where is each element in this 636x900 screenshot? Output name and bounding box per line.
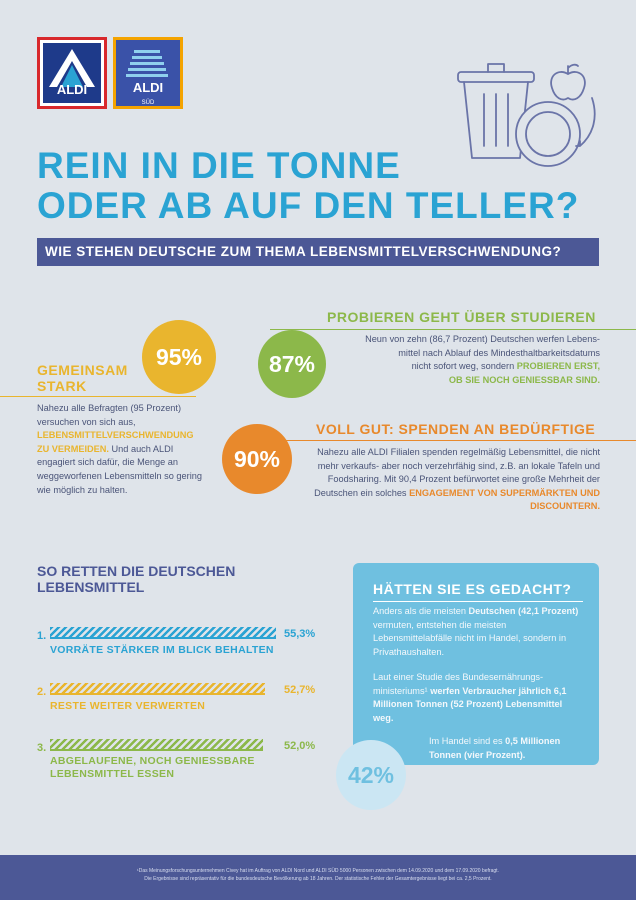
- spenden-divider: [230, 440, 636, 441]
- gemeinsam-highlight: LEBENSMITTELVERSCHWENDUNG ZU VERMEIDEN.: [37, 430, 194, 454]
- footer-note: ¹Das Meinungsforschungsunternehmen Civey…: [0, 855, 636, 900]
- stat-number: 1.: [37, 630, 47, 642]
- stat-label-line1: VORRÄTE STÄRKER IM BLICK BEHALTEN: [50, 644, 274, 656]
- studieren-text-line1: Neun von zehn (86,7 Prozent) Deutschen w…: [365, 334, 600, 344]
- stat-label: ABGELAUFENE, NOCH GENIESSBARE LEBENSMITT…: [50, 755, 255, 781]
- stat-bar: [50, 627, 276, 639]
- studieren-text-line3: nicht sofort weg, sondern: [411, 361, 515, 372]
- spenden-heading: VOLL GUT: SPENDEN AN BEDÜRFTIGE: [316, 421, 596, 437]
- gemeinsam-percent-circle: 95%: [142, 320, 216, 394]
- studieren-text-line2: mittel nach Ablauf des Mindesthaltbarkei…: [398, 347, 600, 358]
- stat-bar: [50, 683, 265, 695]
- stat-percent: 52,7%: [284, 684, 316, 696]
- info-box-p1-pre: Anders als die meisten: [373, 606, 466, 616]
- info-box-percent-circle: 42%: [336, 740, 406, 810]
- gemeinsam-text2: Und auch ALDI engagiert sich dafür, die …: [37, 443, 202, 495]
- info-box-p3-pre: Im Handel sind es: [429, 736, 503, 746]
- stat-label: RESTE WEITER VERWERTEN: [50, 700, 205, 713]
- aldi-nord-logo-text: ALDI: [56, 82, 88, 97]
- stat-label-line1: RESTE WEITER VERWERTEN: [50, 700, 206, 712]
- footer-line1: ¹Das Meinungsforschungsunternehmen Civey…: [137, 868, 499, 874]
- info-box-p2-pre: Laut einer Studie des Bundesernährungs-m…: [373, 672, 544, 696]
- stat-label: VORRÄTE STÄRKER IM BLICK BEHALTEN: [50, 644, 274, 657]
- aldi-sued-logo: ALDI SÜD: [113, 37, 183, 109]
- page-title: REIN IN DIE TONNE ODER AB AUF DEN TELLER…: [37, 146, 579, 226]
- aldi-sued-logo-background: ALDI SÜD: [116, 40, 180, 106]
- page-title-line2: ODER AB AUF DEN TELLER?: [37, 185, 580, 226]
- stats-title: SO RETTEN DIE DEUTSCHEN LEBENSMITTEL: [37, 563, 235, 595]
- footer-line2: Die Ergebnisse sind repräsentativ für di…: [144, 876, 492, 882]
- page-title-line1: REIN IN DIE TONNE: [37, 145, 401, 186]
- spenden-text1: Nahezu alle ALDI Filialen spenden regelm…: [314, 447, 600, 498]
- studieren-highlight1: PROBIEREN ERST,: [516, 361, 600, 372]
- info-box-paragraph2: Laut einer Studie des Bundesernährungs-m…: [373, 671, 585, 725]
- info-box-p1-bold: Deutschen (42,1 Prozent): [468, 606, 579, 616]
- info-box-paragraph1: Anders als die meisten Deutschen (42,1 P…: [373, 605, 585, 659]
- gemeinsam-heading-line1: GEMEINSAM: [37, 362, 128, 378]
- info-box-p2-bold: werfen Verbraucher jährlich 6,1 Millione…: [373, 685, 567, 723]
- gemeinsam-text1: Nahezu alle Befragten (95 Prozent) versu…: [37, 403, 182, 427]
- stat-label-line2: LEBENSMITTEL ESSEN: [50, 768, 175, 780]
- info-box-heading: HÄTTEN SIE ES GEDACHT?: [373, 581, 572, 597]
- studieren-percent-circle: 87%: [258, 330, 326, 398]
- stat-number: 3.: [37, 742, 47, 754]
- gemeinsam-heading: GEMEINSAM STARK: [37, 362, 128, 394]
- spenden-text: Nahezu alle ALDI Filialen spenden regelm…: [305, 446, 600, 514]
- aldi-sued-logo-sub: SÜD: [141, 100, 155, 106]
- studieren-divider: [270, 329, 636, 330]
- stats-title-line1: SO RETTEN DIE DEUTSCHEN: [37, 563, 236, 579]
- info-box: HÄTTEN SIE ES GEDACHT? Anders als die me…: [353, 563, 599, 765]
- stat-number: 2.: [37, 686, 47, 698]
- info-box-p1-post: vermuten, entstehen die meisten Lebensmi…: [373, 619, 567, 657]
- stats-title-line2: LEBENSMITTEL: [37, 579, 145, 595]
- stat-label-line1: ABGELAUFENE, NOCH GENIESSBARE: [50, 755, 255, 767]
- stat-percent: 55,3%: [284, 628, 316, 640]
- aldi-nord-logo: ALDI: [37, 37, 107, 109]
- stat-percent: 52,0%: [284, 740, 316, 752]
- studieren-highlight2: OB SIE NOCH GENIESSBAR SIND.: [448, 374, 600, 385]
- info-box-divider: [373, 601, 583, 602]
- info-box-p3-bold: 0,5 Millionen Tonnen (vier Prozent).: [429, 736, 561, 760]
- spenden-percent-circle: 90%: [222, 424, 292, 494]
- aldi-sued-logo-text: ALDI: [132, 80, 164, 95]
- subtitle-banner: WIE STEHEN DEUTSCHE ZUM THEMA LEBENSMITT…: [37, 238, 599, 266]
- spenden-highlight: ENGAGEMENT VON SUPERMÄRKTEN UND DISCOUNT…: [409, 487, 600, 512]
- aldi-nord-logo-background: ALDI: [43, 43, 101, 103]
- stat-bar: [50, 739, 263, 751]
- gemeinsam-divider: [0, 396, 196, 397]
- info-box-paragraph3: Im Handel sind es 0,5 Millionen Tonnen (…: [429, 735, 591, 762]
- gemeinsam-text: Nahezu alle Befragten (95 Prozent) versu…: [37, 402, 202, 497]
- aldi-nord-a-icon: [49, 49, 95, 87]
- studieren-text: Neun von zehn (86,7 Prozent) Deutschen w…: [330, 333, 600, 387]
- bin-plate-apple-illustration: [457, 63, 596, 167]
- gemeinsam-heading-line2: STARK: [37, 378, 87, 394]
- studieren-heading: PROBIEREN GEHT ÜBER STUDIEREN: [327, 309, 596, 325]
- aldi-sued-stripes-icon: [126, 50, 168, 77]
